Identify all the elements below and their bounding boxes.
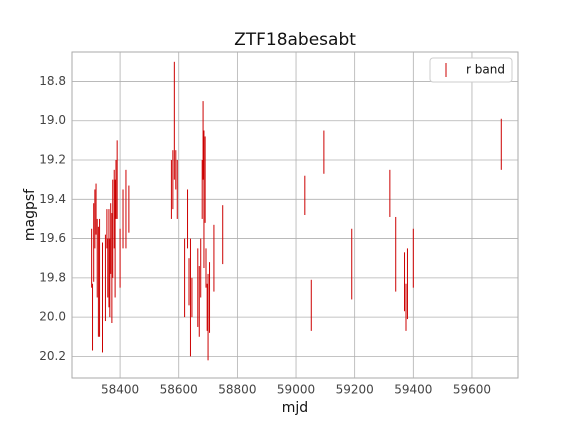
y-tick-label: 19.0 — [39, 113, 66, 127]
x-tick-label: 58600 — [160, 383, 198, 397]
x-tick-label: 59600 — [453, 383, 491, 397]
y-tick-label: 19.4 — [39, 192, 66, 206]
y-tick-label: 19.6 — [39, 231, 66, 245]
y-axis-label: magpsf — [22, 188, 38, 241]
y-tick-label: 19.8 — [39, 270, 66, 284]
x-tick-label: 58400 — [101, 383, 139, 397]
x-axis-label: mjd — [282, 400, 308, 416]
x-tick-label: 58800 — [218, 383, 256, 397]
y-tick-label: 19.2 — [39, 153, 66, 167]
y-tick-label: 20.2 — [39, 349, 66, 363]
y-tick-label: 20.0 — [39, 310, 66, 324]
legend-label: r band — [466, 63, 505, 77]
legend-box — [429, 57, 513, 83]
plot-area — [71, 51, 519, 379]
x-tick-label: 59000 — [277, 383, 315, 397]
x-tick-label: 59400 — [394, 383, 432, 397]
x-tick-label: 59200 — [336, 383, 374, 397]
y-tick-label: 18.8 — [39, 74, 66, 88]
chart-title: ZTF18abesabt — [234, 30, 356, 50]
